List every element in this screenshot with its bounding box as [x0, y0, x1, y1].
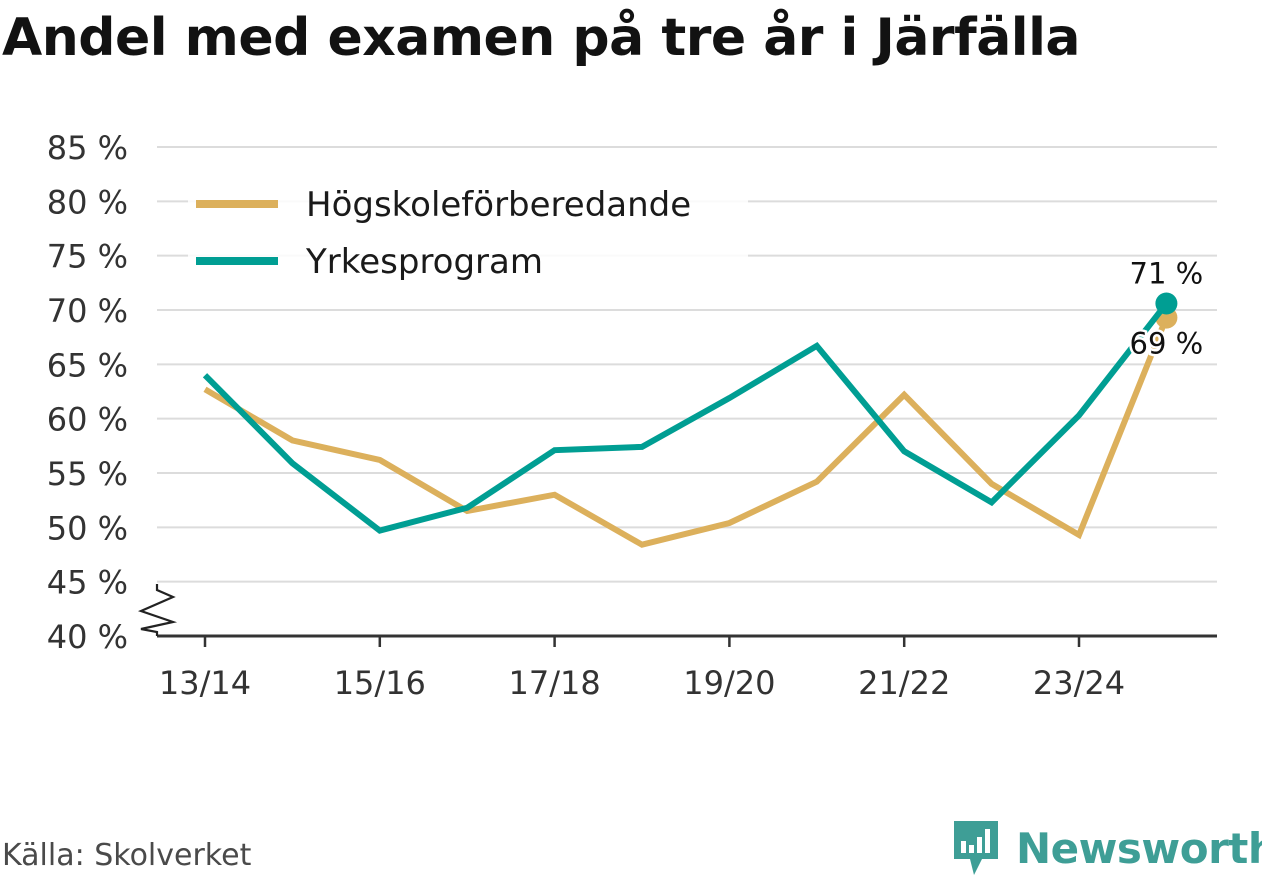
data-point [1155, 292, 1178, 315]
x-tick-label: 21/22 [858, 664, 950, 702]
x-tick-label: 17/18 [508, 664, 600, 702]
axis-break-icon [137, 584, 178, 636]
brand-name: Newsworthy [1016, 823, 1262, 873]
bar-chart-icon [954, 821, 998, 875]
y-tick-label: 80 % [47, 183, 128, 221]
y-tick-label: 65 % [47, 346, 128, 384]
end-labels: 71 % 69 % [1127, 254, 1206, 363]
x-tick-label: 15/16 [334, 664, 426, 702]
series-line-hogskoleforberedande [203, 316, 1170, 548]
source-note: Källa: Skolverket [2, 838, 252, 873]
brand-logo: Newsworthy [950, 818, 1262, 878]
y-tick-label: 50 % [47, 509, 128, 547]
y-tick-label: 55 % [47, 455, 128, 493]
legend-bg [188, 174, 748, 226]
x-tick-label: 19/20 [683, 664, 775, 702]
data-series [202, 292, 1178, 548]
legend-label: Yrkesprogram [305, 242, 543, 282]
series-line-yrkesprogram [202, 301, 1169, 534]
y-tick-label: 40 % [47, 618, 128, 656]
y-tick-label: 60 % [47, 401, 128, 439]
x-axis: 13/14 15/16 17/18 19/20 21/22 23/24 [137, 584, 1217, 702]
chart-title: Andel med examen på tre år i Järfälla [2, 8, 1081, 68]
y-tick-label: 85 % [47, 129, 128, 167]
legend-bg [188, 231, 748, 283]
y-tick-label: 75 % [47, 238, 128, 276]
y-axis-ticks: 40 % 45 % 50 % 55 % 60 % 65 % 70 % 75 % 80 % 85 % [47, 129, 128, 656]
legend: Högskoleförberedande Yrkesprogram [188, 174, 748, 283]
end-label: 69 % [1130, 327, 1204, 361]
x-tick-label: 23/24 [1033, 664, 1125, 702]
end-label: 71 % [1130, 256, 1204, 290]
legend-label: Högskoleförberedande [306, 185, 691, 225]
y-tick-label: 45 % [47, 564, 128, 602]
y-tick-label: 70 % [47, 292, 128, 330]
x-tick-label: 13/14 [159, 664, 251, 702]
